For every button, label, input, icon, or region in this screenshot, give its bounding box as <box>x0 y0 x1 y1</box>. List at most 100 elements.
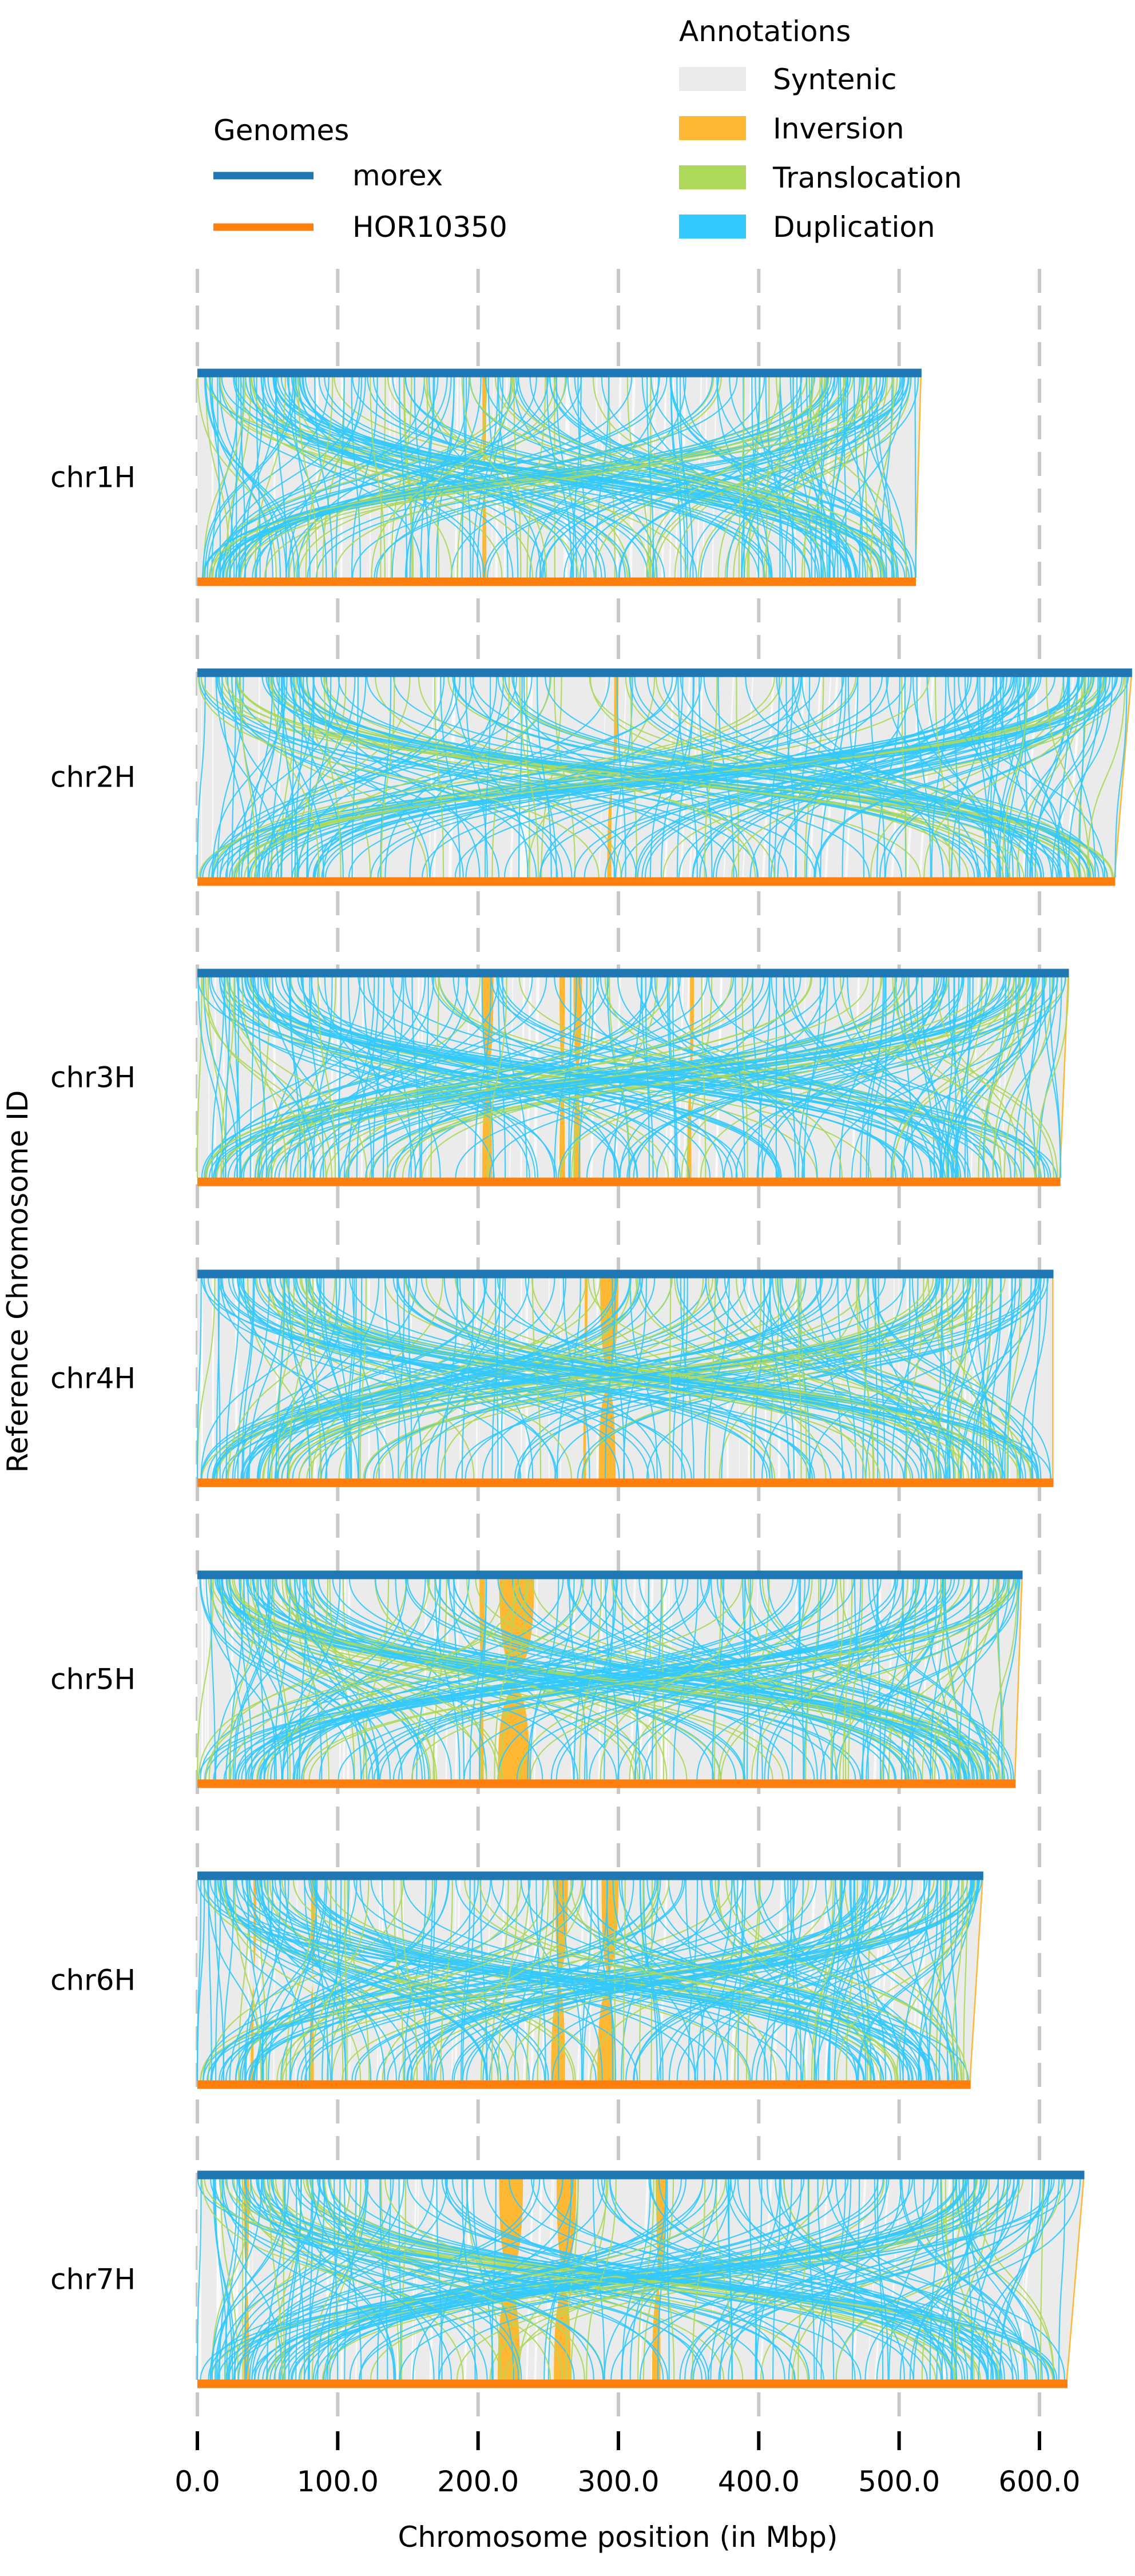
syntenic-gap <box>207 1579 209 1780</box>
duplication-link <box>255 676 280 878</box>
duplication-link <box>210 1578 380 1780</box>
duplication-link <box>223 1578 1014 1780</box>
duplication-link <box>763 1879 795 2081</box>
translocation-link <box>205 1578 530 1780</box>
duplication-link <box>601 2178 966 2380</box>
duplication-link <box>535 1879 546 2081</box>
translocation-link <box>931 1578 973 1780</box>
x-tick-label: 600.0 <box>998 2465 1080 2498</box>
translocation-link <box>982 1277 992 1479</box>
duplication-link <box>212 1277 729 1479</box>
translocation-link <box>228 1578 257 1780</box>
duplication-link <box>267 1578 289 1780</box>
translocation-link <box>840 1578 954 1780</box>
duplication-link <box>771 977 932 1178</box>
duplication-link <box>640 1879 664 2081</box>
translocation-link <box>839 977 1041 1178</box>
translocation-link <box>208 1578 407 1780</box>
translocation-link <box>629 1578 813 1780</box>
duplication-link <box>455 1879 932 2081</box>
duplication-link <box>729 376 899 578</box>
duplication-link <box>938 1277 943 1479</box>
translocation-link <box>329 2178 362 2380</box>
duplication-link <box>207 1277 815 1479</box>
chromosome-chr6H: chr6H <box>50 1871 983 2089</box>
duplication-link <box>839 376 887 578</box>
syntenic-gap <box>201 1278 204 1479</box>
duplication-link <box>805 676 843 878</box>
duplication-link <box>999 2178 1041 2380</box>
duplication-link <box>219 1578 379 1780</box>
translocation-link <box>846 1879 858 2081</box>
translocation-link <box>263 1277 587 1479</box>
translocation-link <box>692 2178 706 2380</box>
duplication-link <box>296 376 452 578</box>
translocation-link <box>847 1578 863 1780</box>
translocation-link <box>296 676 552 878</box>
translocation-link <box>593 1277 827 1479</box>
chromosome-label: chr1H <box>50 461 136 494</box>
duplication-link <box>263 977 782 1178</box>
translocation-link <box>203 1879 601 2081</box>
duplication-link <box>205 977 919 1178</box>
duplication-link <box>761 1277 904 1479</box>
translocation-link <box>224 977 332 1178</box>
translocation-link <box>944 2178 955 2380</box>
duplication-link <box>252 1578 452 1780</box>
legend-patch-duplication <box>679 215 746 239</box>
translocation-link <box>811 1879 841 2081</box>
translocation-link <box>311 2178 563 2380</box>
translocation-link <box>457 376 487 578</box>
duplication-link <box>1038 977 1062 1178</box>
duplication-link <box>343 977 469 1178</box>
duplication-link <box>899 2178 1020 2380</box>
translocation-link <box>934 1277 974 1479</box>
translocation-link <box>813 1879 834 2081</box>
duplication-link <box>820 676 847 878</box>
legend-label-morex: morex <box>352 159 443 192</box>
translocation-link <box>923 676 1085 878</box>
duplication-link <box>215 676 759 878</box>
duplication-link <box>984 676 998 878</box>
translocation-link <box>305 376 334 578</box>
translocation-link <box>502 676 1076 878</box>
duplication-link <box>267 676 356 878</box>
duplication-link <box>223 1879 235 2081</box>
x-tick-label: 300.0 <box>577 2465 659 2498</box>
duplication-link <box>436 1277 486 1479</box>
translocation-link <box>750 1277 762 1479</box>
legend-annotations-title: Annotations <box>679 15 851 48</box>
duplication-link <box>374 376 909 578</box>
duplication-link <box>802 1879 836 2081</box>
syntenic-gap <box>652 377 657 578</box>
duplication-link <box>990 2178 1045 2380</box>
duplication-link <box>368 1578 928 1780</box>
duplication-link <box>979 1277 987 1479</box>
duplication-link <box>263 1879 789 2081</box>
duplication-link <box>798 1277 811 1479</box>
duplication-link <box>610 2178 1018 2380</box>
translocation-link <box>285 1277 970 1479</box>
translocation-link <box>440 1879 453 2081</box>
duplication-link <box>208 676 678 878</box>
translocation-link <box>590 1879 832 2081</box>
duplication-link <box>233 376 631 578</box>
translocation-link <box>725 1879 968 2081</box>
translocation-link <box>461 376 547 578</box>
duplication-link <box>676 376 694 578</box>
duplication-link <box>363 977 388 1178</box>
translocation-link <box>741 977 748 1178</box>
duplication-link <box>253 1879 449 2081</box>
translocation-link <box>734 1879 760 2081</box>
legend-label-inversion: Inversion <box>773 112 904 145</box>
duplication-link <box>759 1578 975 1780</box>
duplication-link <box>503 676 972 878</box>
translocation-link <box>197 676 600 878</box>
duplication-link <box>288 376 363 578</box>
translocation-link <box>411 1578 965 1780</box>
duplication-link <box>696 1578 1009 1780</box>
duplication-link <box>518 1277 807 1479</box>
duplication-link <box>903 1277 1040 1479</box>
duplication-link <box>292 1277 937 1479</box>
duplication-link <box>275 376 287 578</box>
